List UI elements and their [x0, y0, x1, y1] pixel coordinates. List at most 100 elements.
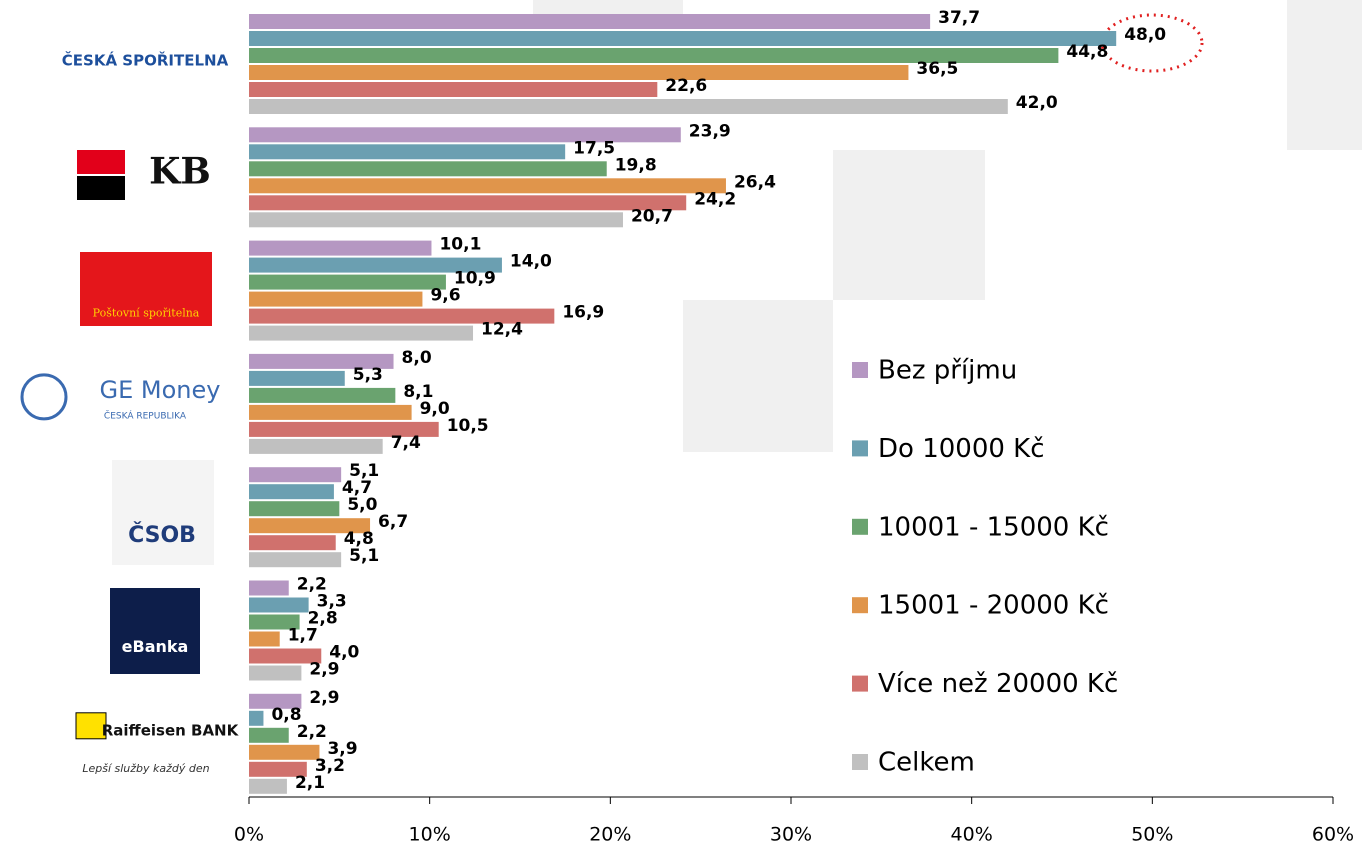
- value-label: 36,5: [916, 59, 958, 79]
- background-decoration: [533, 0, 1362, 452]
- value-label: 5,1: [349, 461, 379, 481]
- bar: [249, 631, 280, 647]
- bar: [249, 240, 432, 256]
- value-label: 3,2: [315, 756, 345, 776]
- bar: [249, 387, 396, 403]
- value-label: 10,9: [454, 269, 496, 289]
- value-label: 2,9: [309, 660, 339, 680]
- x-tick-label: 60%: [1312, 824, 1354, 846]
- x-tick-label: 50%: [1131, 824, 1173, 846]
- value-label: 24,2: [694, 189, 736, 209]
- value-label: 12,4: [481, 320, 523, 340]
- value-label: 8,0: [402, 348, 432, 368]
- value-label: 4,7: [342, 478, 372, 498]
- bar: [249, 693, 302, 709]
- bar: [249, 65, 909, 80]
- legend-label: Celkem: [878, 748, 975, 778]
- value-label: 10,1: [439, 235, 481, 255]
- value-label: 2,2: [297, 575, 327, 595]
- category-tagline: Lepší služby každý den: [82, 762, 209, 775]
- value-label: 1,7: [288, 626, 318, 646]
- bar: [249, 291, 423, 307]
- bar: [249, 597, 309, 613]
- legend-swatch: [852, 440, 868, 457]
- value-label: 16,9: [562, 303, 604, 323]
- category-label: ČESKÁ SPOŘITELNA: [62, 51, 229, 70]
- bar: [249, 31, 1117, 46]
- bar: [249, 178, 726, 194]
- value-label: 8,1: [403, 382, 433, 402]
- value-label: 23,9: [689, 121, 731, 141]
- value-label: 4,8: [344, 529, 374, 549]
- value-label: 22,6: [665, 76, 707, 96]
- bar: [249, 82, 658, 97]
- value-label: 20,7: [631, 206, 673, 226]
- value-label: 5,3: [353, 365, 383, 385]
- category-label: Raiffeisen BANK: [102, 721, 240, 739]
- bar: [249, 744, 320, 760]
- value-label: 9,6: [430, 286, 460, 306]
- value-label: 44,8: [1066, 42, 1108, 62]
- value-label: 37,7: [938, 8, 980, 28]
- value-label: 3,3: [317, 592, 347, 612]
- bar: [249, 518, 371, 534]
- category-label: Poštovní spořitelna: [93, 307, 200, 320]
- bar: [249, 404, 412, 420]
- bar: [249, 353, 394, 369]
- value-label: 2,1: [295, 773, 325, 793]
- value-label: 2,2: [297, 722, 327, 742]
- value-label: 9,0: [420, 399, 450, 419]
- bar: [249, 99, 1008, 114]
- legend-label: 15001 - 20000 Kč: [878, 591, 1109, 621]
- bar: [249, 484, 334, 500]
- bar: [249, 727, 289, 743]
- category-tagline: ČESKÁ REPUBLIKA: [104, 409, 187, 421]
- value-label: 42,0: [1016, 93, 1058, 113]
- value-label: 4,0: [329, 643, 359, 663]
- legend-swatch: [852, 362, 868, 378]
- bar: [249, 14, 931, 29]
- bar: [249, 710, 264, 726]
- bar: [249, 212, 623, 228]
- value-label: 14,0: [510, 252, 552, 272]
- value-label: 17,5: [573, 138, 615, 158]
- bar: [249, 127, 681, 143]
- bar: [249, 274, 446, 290]
- legend-swatch: [852, 754, 868, 770]
- value-label: 2,8: [308, 609, 338, 629]
- bar: [249, 308, 555, 324]
- value-label: 7,4: [391, 433, 421, 453]
- bar: [249, 370, 345, 386]
- bar: [249, 325, 474, 341]
- legend-label: Do 10000 Kč: [878, 434, 1045, 464]
- bar: [249, 161, 607, 177]
- value-label: 5,0: [347, 495, 377, 515]
- value-label: 6,7: [378, 512, 408, 532]
- bar: [249, 535, 336, 551]
- bar: [249, 257, 502, 273]
- value-label: 0,8: [271, 705, 301, 725]
- bar: [249, 144, 566, 160]
- value-label: 3,9: [327, 739, 357, 759]
- x-tick-label: 20%: [589, 824, 631, 846]
- logo-mark: [77, 150, 125, 174]
- highlight-ellipse: [1100, 13, 1204, 73]
- bar: [249, 467, 342, 483]
- value-label: 48,0: [1124, 25, 1166, 45]
- logo-mark: [20, 373, 68, 421]
- value-label: 26,4: [734, 172, 776, 192]
- bar: [249, 665, 302, 681]
- logo-mark: [77, 176, 125, 200]
- category-label: eBanka: [122, 637, 189, 656]
- legend-swatch: [852, 597, 868, 614]
- logos: ČESKÁ SPOŘITELNA KB Poštovní spořitelna GE …: [20, 51, 240, 775]
- logo-background: [112, 460, 214, 565]
- bar: [249, 580, 289, 596]
- value-label: 5,1: [349, 546, 379, 566]
- legend-swatch: [852, 518, 868, 535]
- logo-background: [110, 588, 200, 674]
- bar: [249, 421, 439, 437]
- x-tick-label: 30%: [770, 824, 812, 846]
- bar: [249, 648, 322, 664]
